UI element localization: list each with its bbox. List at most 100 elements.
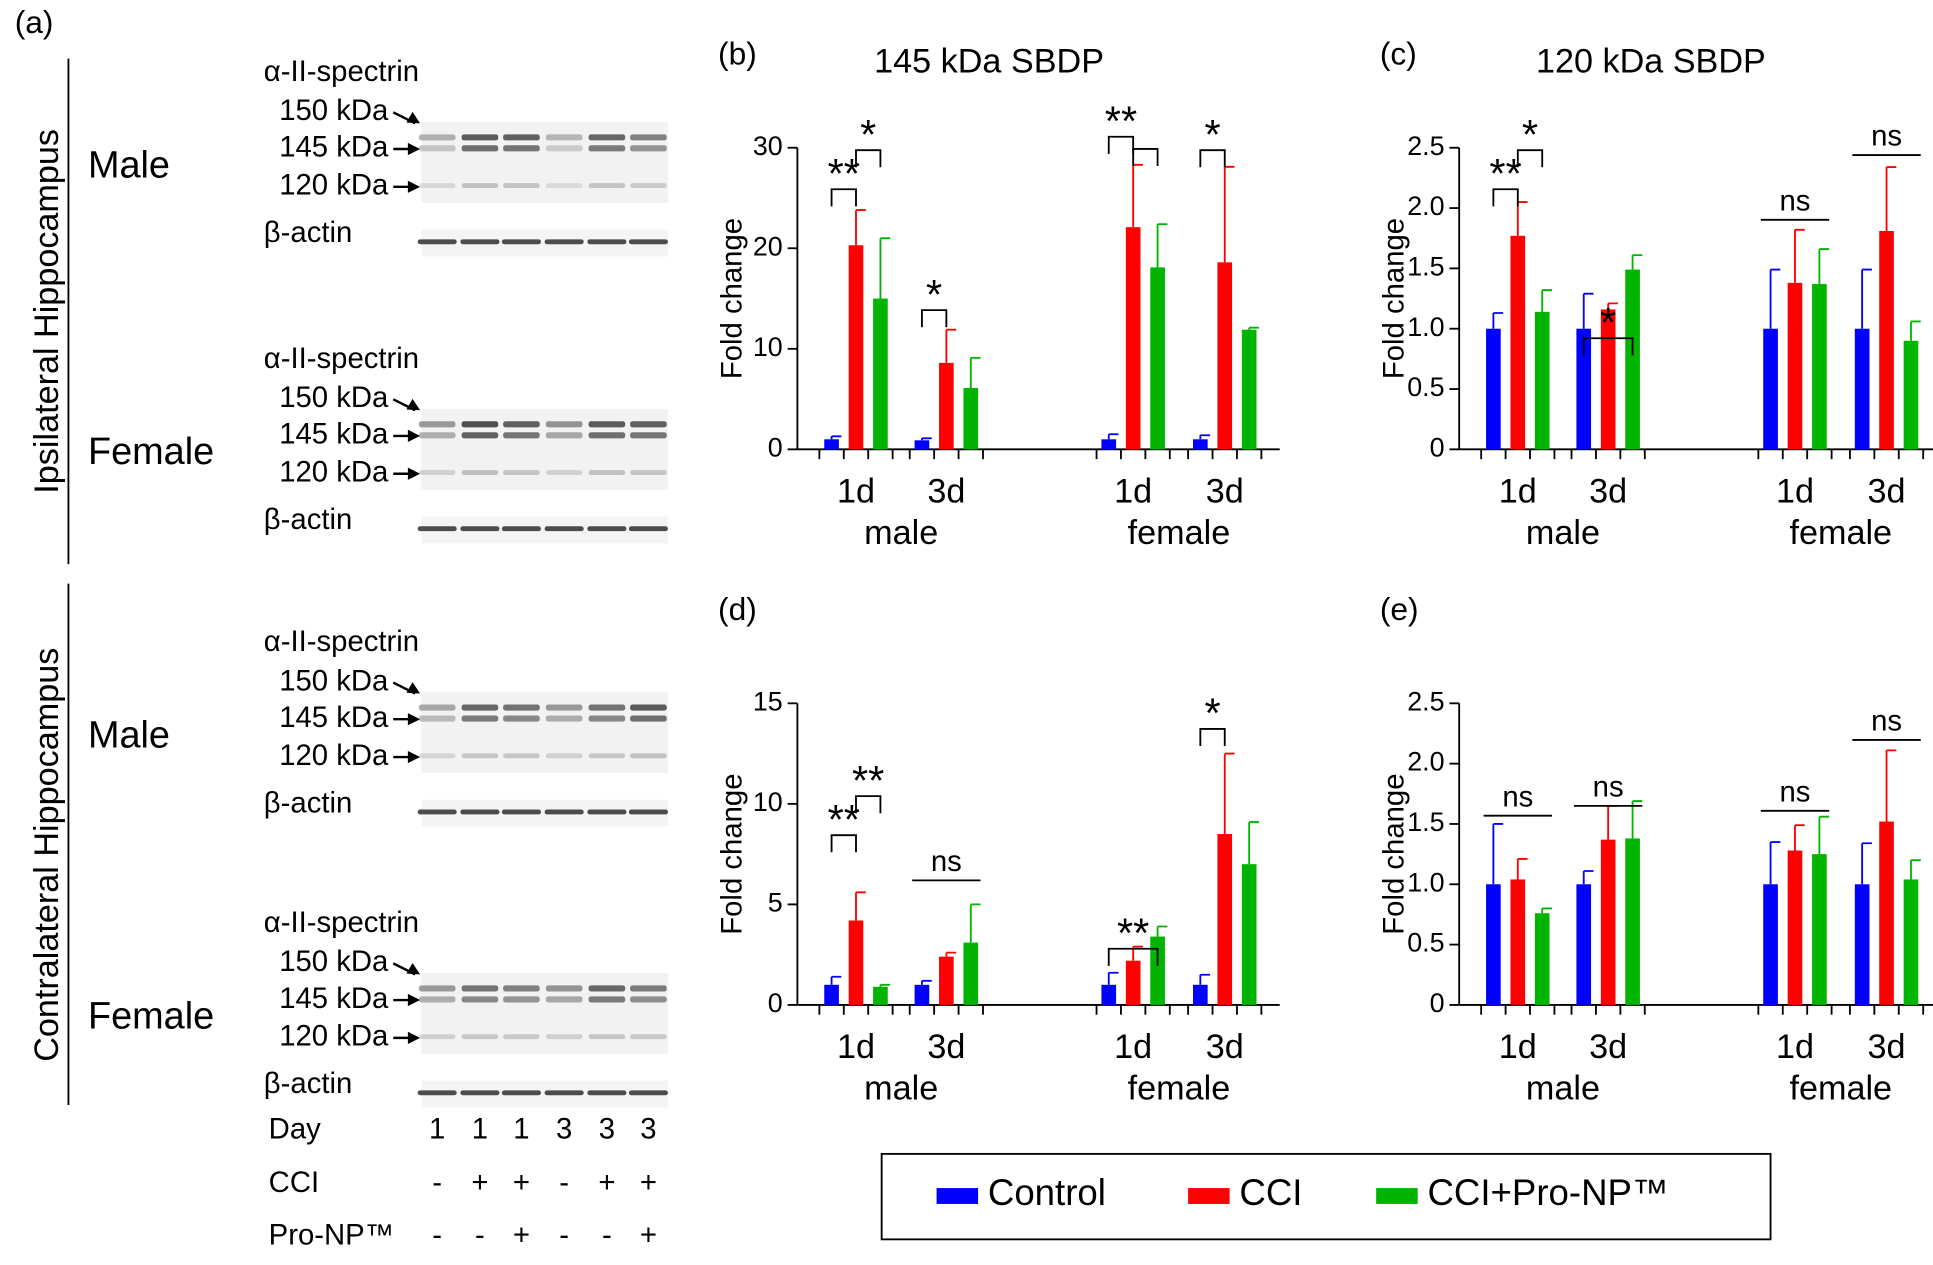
significance: ns	[1780, 184, 1811, 217]
bar	[1854, 328, 1870, 450]
legend-label: CCI	[1239, 1172, 1302, 1213]
bracket	[1516, 149, 1544, 168]
row-label: Pro-NP™	[269, 1219, 394, 1252]
bar	[1534, 913, 1550, 1005]
region-label: Contralateral Hippocampus	[28, 648, 66, 1062]
actin-band	[460, 1090, 500, 1096]
bar	[1763, 884, 1778, 1005]
marker-label: 120 kDa	[279, 169, 389, 202]
band	[630, 134, 667, 141]
blot-image	[421, 692, 668, 773]
y-tick-label: 1.5	[1407, 807, 1444, 837]
chart-title: 120 kDa SBDP	[1536, 43, 1766, 81]
sex-label: Male	[88, 144, 170, 186]
row-value: +	[640, 1219, 657, 1252]
significance: ns	[1871, 120, 1902, 153]
significance: **	[828, 796, 860, 843]
bar	[1903, 879, 1919, 1005]
band	[503, 134, 540, 141]
row-value: -	[432, 1219, 442, 1252]
actin-band	[460, 239, 500, 245]
band	[588, 134, 626, 141]
error-bar	[1199, 434, 1211, 440]
error-bar	[879, 983, 891, 987]
row-value: 3	[599, 1112, 615, 1145]
loading-label: β-actin	[264, 1067, 353, 1100]
bar	[1763, 328, 1778, 450]
bar	[1241, 329, 1257, 450]
row-value: 1	[429, 1112, 445, 1145]
marker-arrowhead	[407, 429, 421, 443]
significance: ns	[1502, 780, 1533, 813]
bar	[1125, 227, 1141, 450]
band	[503, 704, 540, 711]
bar	[1241, 864, 1257, 1005]
y-tick-label: 10	[753, 787, 783, 817]
band	[545, 421, 583, 428]
bracket	[1132, 148, 1159, 167]
error-bar	[1223, 165, 1235, 263]
band	[545, 996, 583, 1003]
error-bar	[1541, 289, 1552, 312]
marker-label: 145 kDa	[279, 418, 389, 451]
bracket	[1107, 135, 1135, 154]
significance: **	[1489, 150, 1521, 197]
bracket	[1107, 947, 1159, 966]
bar	[1600, 839, 1616, 1005]
error-bar	[1885, 166, 1897, 231]
blot-image	[421, 409, 668, 490]
marker-label: 150 kDa	[279, 381, 389, 414]
marker-arrowhead	[406, 398, 421, 411]
marker-arrowhead	[407, 713, 421, 726]
loading-label: β-actin	[264, 216, 353, 249]
significance: **	[1117, 910, 1149, 957]
sex-label: Female	[88, 995, 214, 1037]
band	[461, 715, 499, 722]
error-bar	[1607, 302, 1618, 310]
significance: **	[852, 757, 884, 804]
error-bar	[1492, 312, 1504, 329]
band	[545, 704, 583, 711]
actin-band	[501, 239, 541, 245]
band	[630, 470, 667, 475]
bar	[1101, 984, 1117, 1005]
band	[588, 985, 626, 992]
band	[461, 145, 499, 152]
actin-band	[544, 809, 584, 815]
error-bar	[1582, 870, 1594, 885]
band	[503, 715, 540, 722]
band	[545, 145, 583, 152]
marker-arrowhead	[407, 467, 421, 480]
bar	[824, 984, 839, 1005]
significance: ns	[1780, 775, 1811, 808]
bracket	[830, 834, 857, 853]
band	[588, 715, 626, 722]
x-tick-label: 3d	[927, 1028, 965, 1066]
error-bar	[1818, 248, 1830, 285]
row-value: -	[559, 1219, 569, 1252]
significance: *	[1600, 299, 1616, 346]
error-bar	[1631, 800, 1643, 839]
significance: *	[1204, 111, 1220, 158]
error-bar	[879, 237, 891, 299]
bar	[1854, 884, 1870, 1005]
band	[503, 985, 540, 992]
bracket	[855, 149, 882, 168]
band	[630, 183, 667, 189]
bar	[1486, 884, 1501, 1005]
marker-label: 120 kDa	[279, 739, 389, 772]
y-tick-label: 15	[753, 686, 783, 716]
bar	[1193, 439, 1208, 450]
band	[418, 421, 456, 428]
significance: *	[1204, 690, 1220, 737]
bar	[1534, 311, 1550, 450]
protein-label: α-II-spectrin	[264, 625, 419, 658]
x-tick-label: 1d	[837, 472, 875, 510]
error-bar	[1861, 842, 1872, 885]
row-value: -	[432, 1166, 442, 1199]
error-bar	[1132, 163, 1143, 228]
band	[503, 421, 540, 428]
region-label: Ipsilateral Hippocampus	[28, 129, 66, 494]
actin-band	[544, 239, 584, 245]
